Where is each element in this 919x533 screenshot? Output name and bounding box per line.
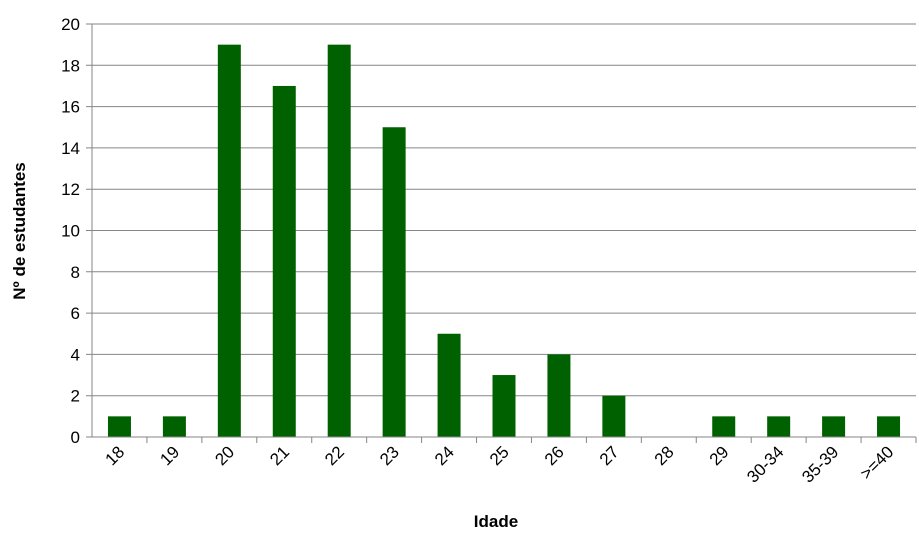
y-tick-label: 16 bbox=[61, 98, 80, 117]
y-tick-label: 0 bbox=[71, 428, 80, 447]
y-tick-label: 10 bbox=[61, 222, 80, 241]
x-tick-label: 21 bbox=[266, 442, 293, 469]
x-tick-label: 20 bbox=[211, 442, 238, 469]
y-tick-labels: 0 2 4 6 8 10 12 14 16 18 20 bbox=[61, 15, 80, 447]
x-tick-label: 35-39 bbox=[798, 442, 842, 486]
bar-29 bbox=[712, 416, 736, 437]
bar-18 bbox=[107, 416, 131, 437]
bar-27 bbox=[602, 395, 626, 437]
x-tick-labels: 18 19 20 21 22 23 24 25 26 27 28 29 30-34 35-39 >=40 bbox=[101, 442, 897, 486]
x-tick-label: 22 bbox=[321, 442, 348, 469]
bar-26 bbox=[547, 354, 571, 437]
y-tick-label: 18 bbox=[61, 56, 80, 75]
x-tick-label: 25 bbox=[486, 442, 513, 469]
bar-35-39 bbox=[822, 416, 846, 437]
y-tick-label: 14 bbox=[61, 139, 80, 158]
y-tick-label: 20 bbox=[61, 15, 80, 34]
x-tick-label: 29 bbox=[706, 442, 733, 469]
y-tick-label: 8 bbox=[71, 263, 80, 282]
bar-20 bbox=[217, 44, 241, 438]
x-tick-label: 18 bbox=[101, 442, 128, 469]
bar->=40 bbox=[877, 416, 901, 437]
bar-24 bbox=[437, 333, 461, 437]
bar-23 bbox=[382, 127, 406, 437]
x-tick-label: 24 bbox=[431, 442, 458, 469]
bar-21 bbox=[272, 85, 296, 437]
y-tick-label: 2 bbox=[71, 387, 80, 406]
bar-22 bbox=[327, 44, 351, 438]
x-tick-label: >=40 bbox=[857, 442, 898, 483]
bar-19 bbox=[162, 416, 186, 437]
x-tick-label: 30-34 bbox=[743, 442, 787, 486]
x-tick-label: 28 bbox=[651, 442, 678, 469]
x-tick-marks bbox=[146, 437, 917, 443]
x-axis-title: Idade bbox=[474, 512, 518, 531]
x-tick-label: 19 bbox=[156, 442, 183, 469]
y-tick-label: 6 bbox=[71, 304, 80, 323]
y-axis-title: Nº de estudantes bbox=[10, 162, 29, 300]
y-tick-label: 12 bbox=[61, 180, 80, 199]
bar-25 bbox=[492, 375, 516, 437]
y-tick-label: 4 bbox=[71, 345, 80, 364]
x-tick-label: 27 bbox=[596, 442, 623, 469]
x-tick-label: 26 bbox=[541, 442, 568, 469]
bars bbox=[107, 44, 901, 438]
bar-30-34 bbox=[767, 416, 791, 437]
x-tick-label: 23 bbox=[376, 442, 403, 469]
